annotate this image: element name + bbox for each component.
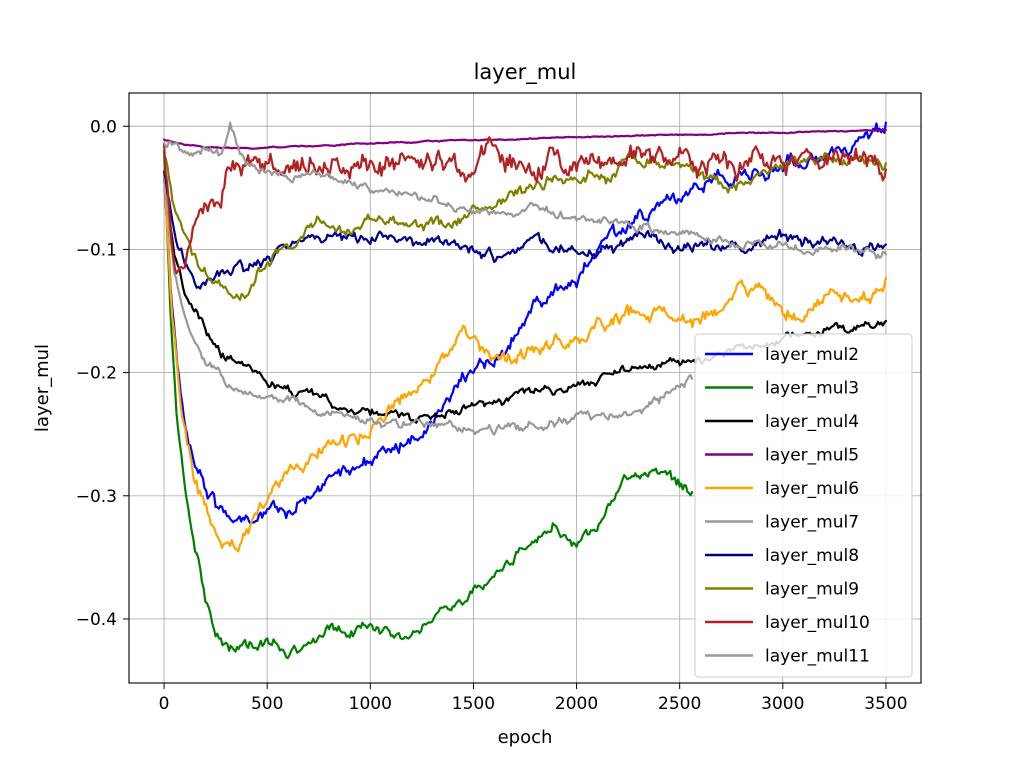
legend-entry: layer_mul6 [765, 479, 859, 499]
x-axis-ticks: 0 500 1000 1500 2000 2500 3000 3500 [159, 683, 908, 714]
legend-entry: layer_mul3 [765, 379, 859, 399]
y-tick-label: −0.4 [76, 610, 117, 630]
y-tick-label: 0.0 [90, 117, 117, 137]
series-line-layer_mul5 [163, 128, 887, 150]
legend-entry: layer_mul7 [765, 513, 859, 533]
x-tick-label: 1000 [349, 694, 392, 714]
y-tick-label: −0.2 [76, 364, 117, 384]
series-line-layer_mul9 [163, 152, 887, 301]
y-tick-label: −0.3 [76, 487, 117, 507]
y-tick-label: −0.1 [76, 240, 117, 260]
series-line-layer_mul10 [163, 136, 887, 275]
x-tick-label: 3500 [864, 694, 907, 714]
legend-entry: layer_mul5 [765, 446, 859, 466]
y-axis-ticks: 0.0 −0.1 −0.2 −0.3 −0.4 [76, 117, 129, 630]
x-tick-label: 2000 [555, 694, 598, 714]
x-tick-label: 2500 [658, 694, 701, 714]
legend-entry: layer_mul8 [765, 546, 859, 566]
legend-entry: layer_mul9 [765, 580, 859, 600]
x-tick-label: 500 [251, 694, 283, 714]
x-tick-label: 1500 [452, 694, 495, 714]
series-line-layer_mul11 [163, 121, 887, 260]
x-tick-label: 3000 [761, 694, 804, 714]
x-tick-label: 0 [159, 694, 170, 714]
y-axis-label: layer_mul [32, 344, 53, 432]
series-line-layer_mul7 [163, 172, 694, 436]
x-axis-label: epoch [498, 727, 553, 748]
legend-box [694, 333, 913, 678]
plot-frame [128, 92, 922, 684]
legend-entry: layer_mul11 [765, 647, 870, 667]
series-lines [163, 121, 887, 660]
legend-entry: layer_mul10 [765, 613, 870, 633]
chart-title: layer_mul [474, 60, 577, 85]
series-line-layer_mul3 [163, 150, 694, 660]
legend: layer_mul2 layer_mul3 layer_mul4 layer_mul5… [694, 333, 913, 678]
series-line-layer_mul2 [163, 121, 887, 526]
legend-entry: layer_mul2 [765, 345, 859, 365]
legend-entry: layer_mul4 [765, 412, 859, 432]
series-line-layer_mul6 [163, 173, 887, 553]
